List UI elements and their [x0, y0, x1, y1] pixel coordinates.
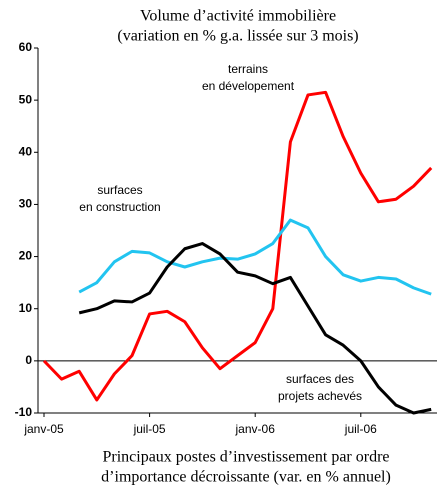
- series-label: terrains: [228, 62, 268, 76]
- chart-title: Volume d’activité immobilière: [140, 8, 336, 25]
- footer: Principaux postes d’investissement par o…: [102, 449, 389, 466]
- y-tick-label: 20: [19, 249, 33, 263]
- series-label: projets achevés: [278, 389, 362, 403]
- y-tick-label: -10: [15, 405, 33, 419]
- series-label: surfaces: [97, 183, 142, 197]
- x-tick-label: juil-06: [344, 422, 377, 436]
- y-tick-label: 60: [19, 40, 33, 54]
- footer: d’importance décroissante (var. en % ann…: [101, 469, 391, 486]
- series-label: en construction: [79, 200, 160, 214]
- y-tick-label: 50: [19, 92, 33, 106]
- y-tick-label: 0: [25, 353, 32, 367]
- series-label: en dévelopement: [202, 79, 295, 93]
- x-tick-label: juil-05: [133, 422, 166, 436]
- y-tick-label: 40: [19, 144, 33, 158]
- y-tick-label: 10: [19, 301, 33, 315]
- x-tick-label: janv-05: [23, 422, 64, 436]
- x-tick-label: janv-06: [235, 422, 276, 436]
- line-series: [42, 90, 433, 402]
- series-label: surfaces des: [286, 372, 354, 386]
- y-tick-label: 30: [19, 197, 33, 211]
- chart-subtitle: (variation en % g.a. lissée sur 3 mois): [117, 28, 358, 45]
- line-series: [78, 218, 432, 296]
- line-series: [78, 242, 432, 415]
